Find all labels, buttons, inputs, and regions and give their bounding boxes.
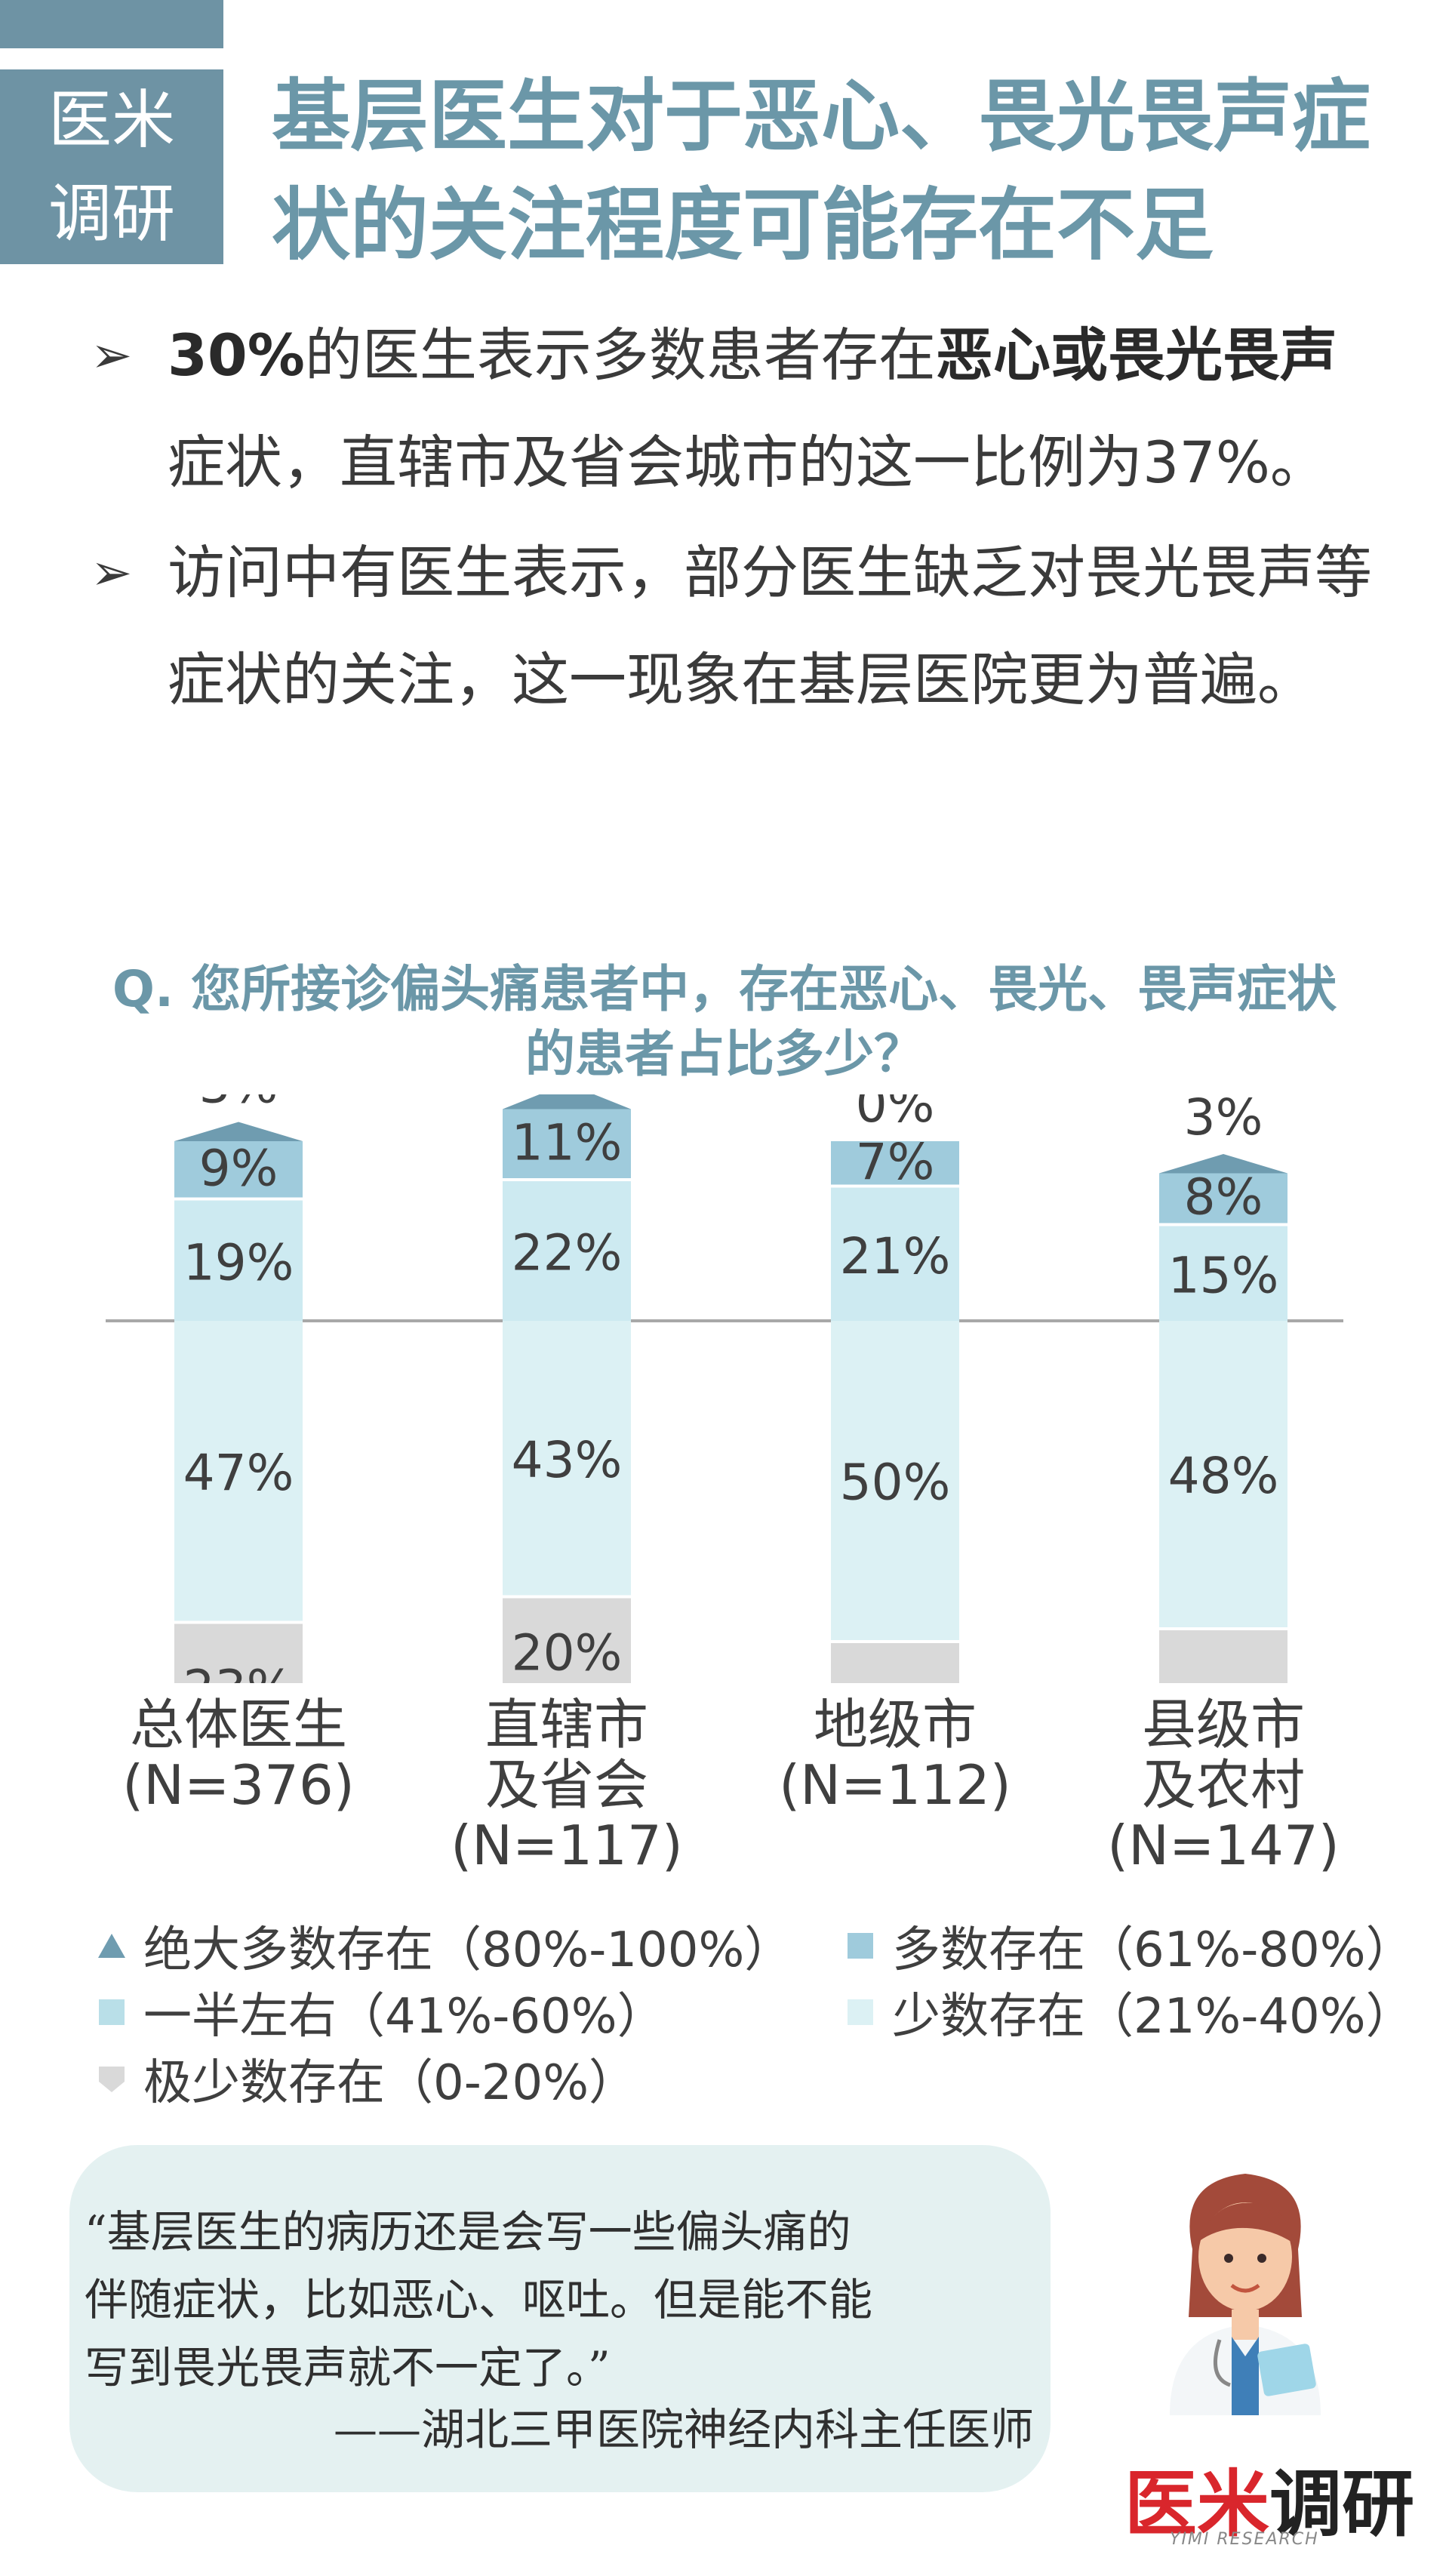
- category-label-line: 直辖市: [485, 1693, 648, 1756]
- data-label-very-few: 26%: [1168, 1676, 1279, 1684]
- shield-marker-icon: [99, 2067, 125, 2092]
- survey-question-line1: Q. 您所接诊偏头痛患者中，存在恶心、畏光、畏声症状: [112, 960, 1337, 1018]
- data-label-about-half: 48%: [1168, 1447, 1279, 1505]
- bullet-1-text-a: 的医生表示多数患者存在: [304, 322, 936, 389]
- bar-segment-minority: [831, 1186, 959, 1321]
- bar-segment-majority: [174, 1141, 303, 1199]
- bar-segment-minority: [174, 1199, 303, 1321]
- category-label-line: (N=147): [1107, 1814, 1340, 1877]
- brand-logo-wordmark: 医米调研: [1124, 2445, 1414, 2550]
- category-label-line: (N=117): [451, 1814, 683, 1877]
- data-label-very-few: 20%: [512, 1624, 623, 1682]
- data-label-minority: 19%: [183, 1233, 294, 1291]
- legend-item-majority: 多数存在（61%-80%）: [845, 1911, 1414, 1980]
- category-label-county: 县级市 及农村 (N=147): [1072, 1694, 1374, 1876]
- page-title: 基层医生对于恶心、畏光畏声症 状的关注程度可能存在不足: [272, 62, 1419, 279]
- data-label-very-few: 23%: [183, 1659, 294, 1683]
- bar-segment-minority: [1159, 1224, 1287, 1321]
- data-label-majority: 11%: [512, 1113, 623, 1171]
- category-label-overall: 总体医生 (N=376): [88, 1694, 389, 1815]
- data-label-minority: 22%: [512, 1224, 623, 1282]
- stacked-bar-chart: 3%9%19%47%23%4%11%22%43%20%0%7%21%50%22%…: [0, 1018, 1449, 1796]
- square-marker-icon: [848, 1999, 873, 2025]
- survey-question: Q. 您所接诊偏头痛患者中，存在恶心、畏光、畏声症状 的患者占比多少？: [23, 957, 1426, 1087]
- bar-segment-vast-majority: [174, 1122, 303, 1141]
- category-label-municipality: 直辖市 及省会 (N=117): [416, 1694, 718, 1876]
- category-label-line: 地级市: [813, 1693, 977, 1756]
- legend-item-about-half: 一半左右（41%-60%）: [97, 1977, 666, 2047]
- bullet-1-highlight-percent: 30%: [168, 322, 305, 389]
- data-label-vast-majority: 3%: [1184, 1094, 1263, 1146]
- data-label-majority: 9%: [199, 1139, 278, 1197]
- bar-segment-vast-majority: [1159, 1154, 1287, 1174]
- category-label-line: 及省会: [485, 1753, 648, 1817]
- category-label-line: (N=376): [122, 1753, 355, 1817]
- quote-card: [69, 2145, 1051, 2492]
- header-accent-strip: [0, 0, 223, 48]
- bullet-2-text: 访问中有医生表示，部分医生缺乏对畏光畏声等症状的关注，这一现象在基层医院更为普遍…: [168, 539, 1372, 713]
- page-title-line1: 基层医生对于恶心、畏光畏声症: [272, 70, 1371, 162]
- brand-logo-red: 医米: [1124, 2462, 1269, 2547]
- bullet-arrow-icon: ➢: [91, 543, 133, 602]
- bar-segment-about-half: [1159, 1321, 1287, 1629]
- quote-line: 写到畏光畏声就不一定了。”: [85, 2342, 611, 2393]
- data-label-vast-majority: 0%: [856, 1094, 935, 1134]
- survey-question-line2: 的患者占比多少？: [525, 1025, 924, 1083]
- legend-label: 少数存在（21%-40%）: [892, 1989, 1414, 2045]
- data-label-minority: 21%: [840, 1227, 951, 1285]
- legend-item-minority: 少数存在（21%-40%）: [845, 1977, 1414, 2047]
- data-label-minority: 15%: [1168, 1246, 1279, 1304]
- category-label-line: 及农村: [1141, 1753, 1305, 1817]
- bullet-list: ➢ 30%的医生表示多数患者存在恶心或畏光畏声症状，直辖市及省会城市的这一比例为…: [91, 302, 1389, 737]
- data-label-majority: 8%: [1184, 1168, 1263, 1226]
- bar-segment-about-half: [503, 1321, 631, 1597]
- data-label-about-half: 43%: [512, 1431, 623, 1489]
- page-title-line2: 状的关注程度可能存在不足: [272, 179, 1214, 271]
- quote-line: 伴随症状，比如恶心、呕吐。但是能不能: [85, 2274, 873, 2325]
- bullet-1-highlight-symptoms: 恶心或畏光畏声: [935, 322, 1337, 389]
- bar-segment-majority: [1159, 1173, 1287, 1225]
- category-label-line: (N=112): [779, 1753, 1011, 1817]
- legend-item-vast-majority: 绝大多数存在（80%-100%）: [97, 1911, 792, 1980]
- square-marker-icon: [99, 1999, 125, 2025]
- bar-segment-minority: [503, 1180, 631, 1321]
- legend-label: 多数存在（61%-80%）: [892, 1922, 1414, 1978]
- section-tag-line2: 调研: [48, 177, 175, 251]
- legend-label: 极少数存在（0-20%）: [143, 2055, 638, 2111]
- quote-text: “基层医生的病历还是会写一些偏头痛的 伴随症状，比如恶心、呕吐。但是能不能 写到…: [85, 2198, 1035, 2402]
- bar-segment-majority: [503, 1109, 631, 1180]
- section-tag-line1: 医米: [48, 83, 175, 157]
- legend-label: 一半左右（41%-60%）: [143, 1989, 666, 2045]
- chart-svg: 3%9%19%47%23%4%11%22%43%20%0%7%21%50%22%…: [106, 1018, 1343, 1796]
- bullet-arrow-icon: ➢: [91, 326, 133, 384]
- square-marker-icon: [848, 1933, 873, 1959]
- data-label-vast-majority: 3%: [199, 1094, 278, 1115]
- brand-logo-subtitle: YIMI RESEARCH: [1170, 2530, 1319, 2549]
- category-label-prefecture: 地级市 (N=112): [744, 1694, 1046, 1815]
- triangle-marker-icon: [98, 1934, 125, 1958]
- legend-item-very-few: 极少数存在（0-20%）: [97, 2044, 637, 2113]
- category-label-line: 县级市: [1141, 1693, 1305, 1756]
- bullet-item-2: ➢ 访问中有医生表示，部分医生缺乏对畏光畏声等症状的关注，这一现象在基层医院更为…: [91, 519, 1389, 734]
- bar-segment-about-half: [174, 1321, 303, 1623]
- quote-source: ——湖北三甲医院神经内科主任医师: [333, 2404, 1034, 2455]
- bullet-1-text-b: 症状，直辖市及省会城市的这一比例为37%。: [168, 429, 1327, 496]
- legend-label: 绝大多数存在（80%-100%）: [143, 1922, 793, 1978]
- category-label-line: 总体医生: [129, 1693, 347, 1756]
- bar-segment-about-half: [831, 1321, 959, 1642]
- data-label-majority: 7%: [856, 1133, 935, 1191]
- brand-logo-black: 调研: [1269, 2462, 1414, 2547]
- bar-segment-majority: [831, 1141, 959, 1186]
- bar-segment-vast-majority: [503, 1083, 631, 1109]
- bullet-item-1: ➢ 30%的医生表示多数患者存在恶心或畏光畏声症状，直辖市及省会城市的这一比例为…: [91, 302, 1389, 516]
- section-tag: 医米 调研: [0, 69, 223, 264]
- doctor-illustration-icon: [1170, 2174, 1321, 2415]
- brand-logo: 医米调研 YIMI RESEARCH: [1124, 2445, 1426, 2559]
- quote-line: “基层医生的病历还是会写一些偏头痛的: [85, 2206, 851, 2257]
- data-label-very-few: 22%: [840, 1676, 951, 1684]
- data-label-about-half: 47%: [183, 1444, 294, 1502]
- data-label-about-half: 50%: [840, 1454, 951, 1512]
